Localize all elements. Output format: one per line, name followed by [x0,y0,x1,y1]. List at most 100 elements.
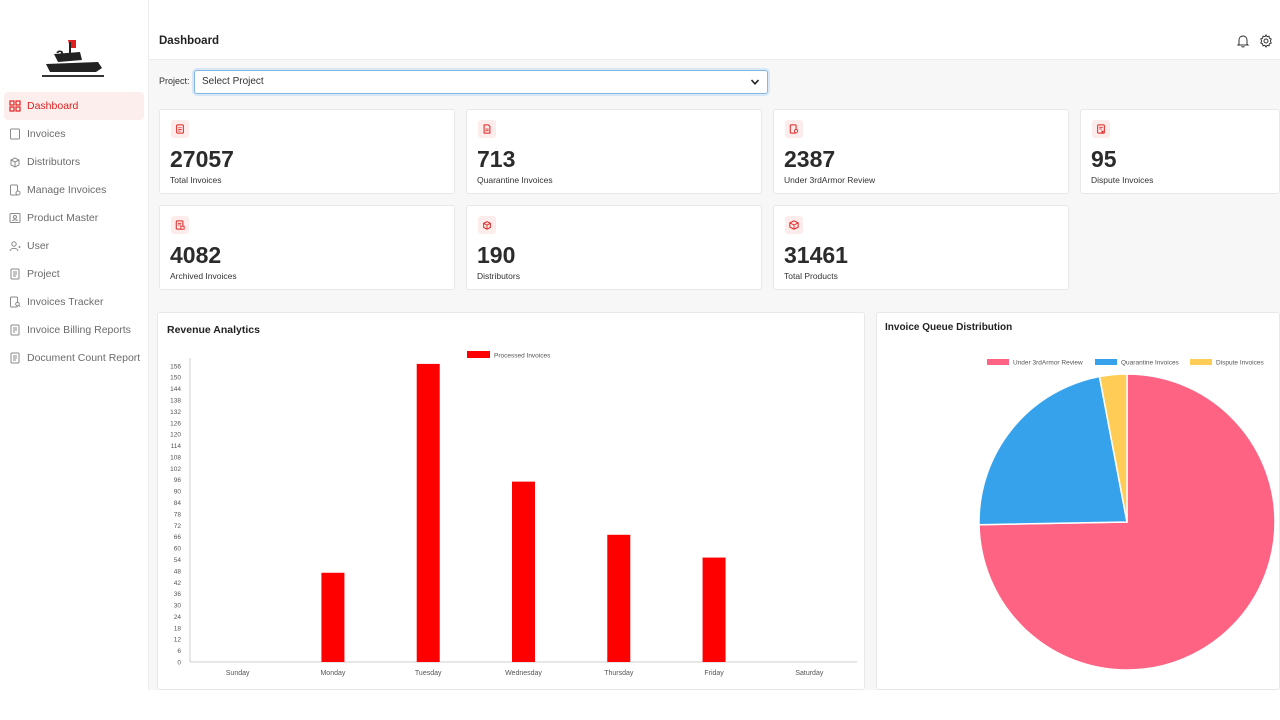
y-tick-label: 30 [174,603,182,610]
x-tick-label: Monday [320,670,345,677]
bell-icon[interactable] [1236,34,1250,48]
stat-card-archived-invoices[interactable]: 4082 Archived Invoices [159,205,455,290]
sidebar-item-label: Distributors [27,156,81,168]
stat-card-distributors[interactable]: 190 Distributors [466,205,762,290]
chevron-down-icon [750,79,760,85]
x-tick-label: Sunday [226,670,250,677]
sidebar-item-document-count-report[interactable]: Document Count Report [4,344,144,372]
document-icon [8,352,21,365]
y-tick-label: 24 [174,614,182,621]
3rdarmor-logo[interactable]: 3 [40,38,106,80]
doc-review-icon [785,120,803,138]
square-icon [8,128,21,141]
sidebar-item-user[interactable]: User [4,232,144,260]
x-tick-label: Friday [704,670,724,677]
y-tick-label: 6 [177,648,181,655]
sidebar-item-label: Dashboard [27,100,79,112]
x-tick-label: Wednesday [505,670,542,677]
sidebar-item-label: Project [27,268,60,280]
invoice-queue-panel: Invoice Queue Distribution Under 3rdArmo… [876,312,1280,690]
sidebar-item-label: Invoices [27,128,66,140]
page-title: Dashboard [159,35,220,47]
x-tick-label: Tuesday [415,670,442,677]
doc-icon [478,120,496,138]
stat-value: 95 [1091,146,1117,172]
sidebar: 3 Dashboard Invoices Distributors Manage In… [0,0,149,690]
stat-value: 27057 [170,146,234,172]
sidebar-item-label: Invoice Billing Reports [27,324,131,336]
legend-swatch [467,351,490,358]
document-icon [8,268,21,281]
top-header: Dashboard [149,26,1280,60]
sidebar-nav: Dashboard Invoices Distributors Manage Invo… [0,92,149,372]
user-add-icon [8,240,21,253]
y-tick-label: 138 [170,397,181,404]
sidebar-item-distributors[interactable]: Distributors [4,148,144,176]
gear-icon[interactable] [1259,34,1273,48]
stat-label: Dispute Invoices [1091,175,1154,185]
sidebar-item-invoice-billing-reports[interactable]: Invoice Billing Reports [4,316,144,344]
stat-label: Distributors [477,271,520,281]
x-tick-label: Saturday [795,670,824,677]
stat-label: Total Products [784,271,838,281]
sidebar-item-manage-invoices[interactable]: Manage Invoices [4,176,144,204]
stat-card-total-invoices[interactable]: 27057 Total Invoices [159,109,455,194]
bar-tuesday [416,363,440,662]
revenue-analytics-panel: Revenue Analytics 0 6 12 18 24 30 36 42 48 54 60 66… [157,312,865,690]
y-tick-label: 54 [174,557,182,564]
legend-label: Quarantine Invoices [1121,360,1180,367]
stat-value: 713 [477,146,516,172]
y-tick-label: 150 [170,375,181,382]
pie-slice-dispute-invoices [1098,373,1128,523]
sidebar-item-label: Document Count Report [27,352,141,364]
x-tick-label: Thursday [604,670,634,677]
stat-label: Archived Invoices [170,271,237,281]
box-network-icon [8,156,21,169]
y-tick-label: 102 [170,466,181,473]
main-content: Project: Select Project 27057 Total Invoi… [149,60,1280,690]
stat-value: 31461 [784,242,848,268]
id-card-icon [8,212,21,225]
legend-swatch [1190,359,1212,365]
project-select-value: Select Project [202,76,264,87]
stat-label: Total Invoices [170,175,222,185]
stat-label: Under 3rdArmor Review [784,175,876,185]
sidebar-item-label: User [27,240,50,252]
pie-slice-quarantine-invoices [978,375,1128,526]
stat-value: 4082 [170,242,222,268]
y-tick-label: 60 [174,546,182,553]
stat-card-under-3rdarmor-review[interactable]: 2387 Under 3rdArmor Review [773,109,1069,194]
sidebar-item-label: Product Master [27,212,99,224]
sidebar-item-invoices[interactable]: Invoices [4,120,144,148]
legend-swatch [1095,359,1117,365]
y-tick-label: 84 [174,500,182,507]
y-tick-label: 120 [170,432,181,439]
legend-swatch [987,359,1009,365]
y-tick-label: 108 [170,454,181,461]
y-tick-label: 114 [171,443,182,450]
sidebar-item-dashboard[interactable]: Dashboard [4,92,144,120]
y-tick-label: 96 [174,477,182,484]
y-tick-label: 42 [174,580,182,587]
report-icon [8,324,21,337]
y-tick-label: 78 [174,511,182,518]
sidebar-item-product-master[interactable]: Product Master [4,204,144,232]
y-tick-label: 66 [174,534,182,541]
svg-text:3: 3 [56,47,64,63]
y-tick-label: 36 [174,591,182,598]
stat-card-total-products[interactable]: 31461 Total Products [773,205,1069,290]
project-select[interactable]: Select Project [194,70,768,94]
sidebar-item-project[interactable]: Project [4,260,144,288]
distributor-icon [478,216,496,234]
bar-monday [321,572,345,662]
revenue-bar-chart: 0 6 12 18 24 30 36 42 48 54 60 66 72 78 84 90 96 102 108 11… [170,351,857,677]
y-tick-label: 126 [170,420,181,427]
bar-friday [702,557,726,662]
stat-card-quarantine-invoices[interactable]: 713 Quarantine Invoices [466,109,762,194]
doc-dispute-icon [1092,120,1110,138]
bar-thursday [607,534,631,662]
doc-gear-icon [8,184,21,197]
stat-value: 190 [477,242,516,268]
sidebar-item-invoices-tracker[interactable]: Invoices Tracker [4,288,144,316]
stat-card-dispute-invoices[interactable]: 95 Dispute Invoices [1080,109,1280,194]
